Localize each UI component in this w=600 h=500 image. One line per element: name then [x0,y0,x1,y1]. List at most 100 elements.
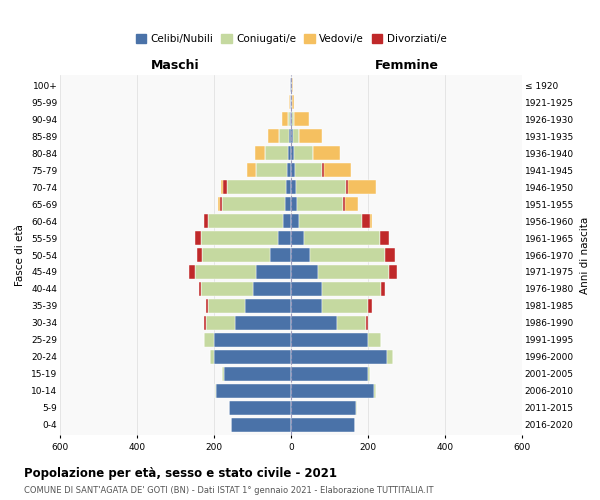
Bar [291,129,293,144]
Bar [292,112,294,126]
Bar [203,214,208,228]
Bar [297,197,343,212]
Bar [343,197,358,212]
Bar [270,248,291,262]
Bar [380,231,389,245]
Bar [223,180,227,194]
Bar [291,350,387,364]
Bar [290,78,291,92]
Bar [291,298,322,313]
Bar [245,298,291,313]
Bar [189,265,195,279]
Bar [291,316,337,330]
Bar [208,298,245,313]
Bar [256,163,287,178]
Bar [362,214,372,228]
Bar [389,265,391,279]
Bar [206,298,208,313]
Text: Femmine: Femmine [374,58,439,71]
Bar [368,366,370,381]
Y-axis label: Anni di nascita: Anni di nascita [580,216,590,294]
Bar [299,129,322,144]
Bar [256,265,291,279]
Bar [291,112,292,126]
Bar [346,180,347,194]
Bar [294,112,310,126]
Bar [289,95,290,110]
Bar [218,197,222,212]
Bar [289,129,291,144]
Text: COMUNE DI SANT'AGATA DE' GOTI (BN) - Dati ISTAT 1° gennaio 2021 - Elaborazione T: COMUNE DI SANT'AGATA DE' GOTI (BN) - Dat… [24,486,433,495]
Bar [285,197,291,212]
Bar [247,163,256,178]
Bar [200,231,278,245]
Bar [290,95,291,110]
Bar [206,316,235,330]
Bar [282,112,288,126]
Bar [292,78,293,92]
Bar [222,197,285,212]
Bar [291,146,294,160]
Bar [382,282,385,296]
Legend: Celibi/Nubili, Coniugati/e, Vedovi/e, Divorziati/e: Celibi/Nubili, Coniugati/e, Vedovi/e, Di… [131,30,451,48]
Bar [296,180,346,194]
Bar [291,214,299,228]
Bar [200,282,253,296]
Bar [199,282,200,296]
Bar [385,248,389,262]
Bar [291,231,304,245]
Bar [322,282,382,296]
Bar [291,384,374,398]
Bar [210,350,214,364]
Bar [291,95,292,110]
Bar [216,384,291,398]
Bar [322,298,368,313]
Bar [310,248,385,262]
Bar [343,197,345,212]
Bar [288,146,291,160]
Bar [291,332,368,347]
Bar [291,180,296,194]
Bar [322,163,350,178]
Bar [362,214,370,228]
Bar [368,332,382,347]
Bar [337,316,366,330]
Bar [290,112,291,126]
Bar [235,316,291,330]
Bar [268,129,280,144]
Bar [278,231,291,245]
Bar [293,129,299,144]
Bar [366,316,368,330]
Bar [389,265,397,279]
Bar [280,129,289,144]
Bar [287,163,291,178]
Bar [387,350,393,364]
Bar [214,332,291,347]
Bar [220,197,222,212]
Bar [291,366,368,381]
Text: Popolazione per età, sesso e stato civile - 2021: Popolazione per età, sesso e stato civil… [24,468,337,480]
Bar [205,316,206,330]
Bar [197,248,202,262]
Bar [255,146,265,160]
Bar [202,248,270,262]
Bar [356,400,357,415]
Bar [208,214,283,228]
Text: Maschi: Maschi [151,58,200,71]
Bar [214,350,291,364]
Bar [346,180,376,194]
Bar [291,400,356,415]
Bar [200,248,202,262]
Bar [304,231,380,245]
Y-axis label: Fasce di età: Fasce di età [16,224,25,286]
Bar [291,78,292,92]
Bar [294,146,313,160]
Bar [224,366,291,381]
Bar [283,214,291,228]
Bar [206,214,208,228]
Bar [253,282,291,296]
Bar [265,146,288,160]
Bar [291,197,297,212]
Bar [291,163,295,178]
Bar [380,231,385,245]
